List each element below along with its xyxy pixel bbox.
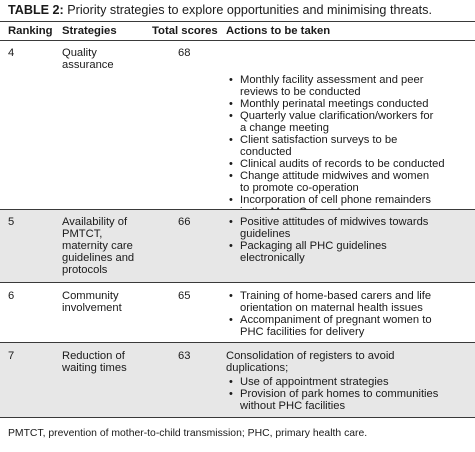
row-ranking: 4 xyxy=(8,47,15,59)
action-item: Use of appointment strategies xyxy=(226,376,472,388)
row-score: 65 xyxy=(178,290,191,302)
row-ranking: 5 xyxy=(8,216,15,228)
row-strategy: Community involvement xyxy=(62,290,122,314)
action-item: Monthly facility assessment and peer rev… xyxy=(226,74,472,98)
row-ranking: 6 xyxy=(8,290,15,302)
action-item: Packaging all PHC guidelines electronica… xyxy=(226,240,472,264)
row-strategy: Availability of PMTCT, maternity care gu… xyxy=(62,216,135,276)
row-divider xyxy=(0,342,475,343)
action-item: Accompaniment of pregnant women to PHC f… xyxy=(226,314,472,338)
table-title: Priority strategies to explore opportuni… xyxy=(63,3,432,17)
header-rule xyxy=(0,40,475,41)
row-score: 66 xyxy=(178,216,191,228)
table-caption: TABLE 2: Priority strategies to explore … xyxy=(8,2,470,18)
bottom-rule xyxy=(0,417,475,418)
row-score: 68 xyxy=(178,47,191,59)
table-label: TABLE 2: xyxy=(8,3,64,17)
row-ranking: 7 xyxy=(8,350,15,362)
action-item: Monthly perinatal meetings conducted xyxy=(226,98,472,110)
row-score: 63 xyxy=(178,350,191,362)
action-list: Use of appointment strategies Provision … xyxy=(226,376,472,412)
table-footnote: PMTCT, prevention of mother-to-child tra… xyxy=(8,428,368,439)
action-item: Clinical audits of records to be conduct… xyxy=(226,158,472,170)
action-intro: Consolidation of registers to avoid dupl… xyxy=(226,350,395,374)
action-list: Positive attitudes of midwives towards g… xyxy=(226,216,472,264)
top-rule xyxy=(0,21,475,22)
action-item: Provision of park homes to communities w… xyxy=(226,388,472,412)
action-item: Training of home-based carers and life o… xyxy=(226,290,472,314)
action-list: Training of home-based carers and life o… xyxy=(226,290,472,338)
row-strategy: Quality assurance xyxy=(62,47,114,71)
action-item: Quarterly value clarification/workers fo… xyxy=(226,110,472,134)
action-item: Change attitude midwives and women to pr… xyxy=(226,170,472,194)
header-actions: Actions to be taken xyxy=(226,25,331,37)
action-list: Monthly facility assessment and peer rev… xyxy=(226,74,472,218)
header-total-scores: Total scores xyxy=(152,25,218,37)
row-strategy: Reduction of waiting times xyxy=(62,350,127,374)
action-item: Client satisfaction surveys to be conduc… xyxy=(226,134,472,158)
header-ranking: Ranking xyxy=(8,25,53,37)
row-divider xyxy=(0,282,475,283)
action-item: Positive attitudes of midwives towards g… xyxy=(226,216,472,240)
header-strategies: Strategies xyxy=(62,25,117,37)
row-divider xyxy=(0,209,475,210)
